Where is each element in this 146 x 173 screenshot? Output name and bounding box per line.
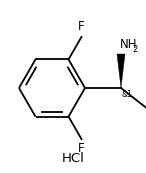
- Text: F: F: [78, 20, 85, 33]
- Polygon shape: [117, 54, 125, 88]
- Text: HCl: HCl: [62, 152, 84, 165]
- Text: NH: NH: [120, 38, 138, 51]
- Text: 2: 2: [132, 45, 137, 54]
- Text: &1: &1: [122, 90, 133, 99]
- Text: F: F: [78, 142, 85, 155]
